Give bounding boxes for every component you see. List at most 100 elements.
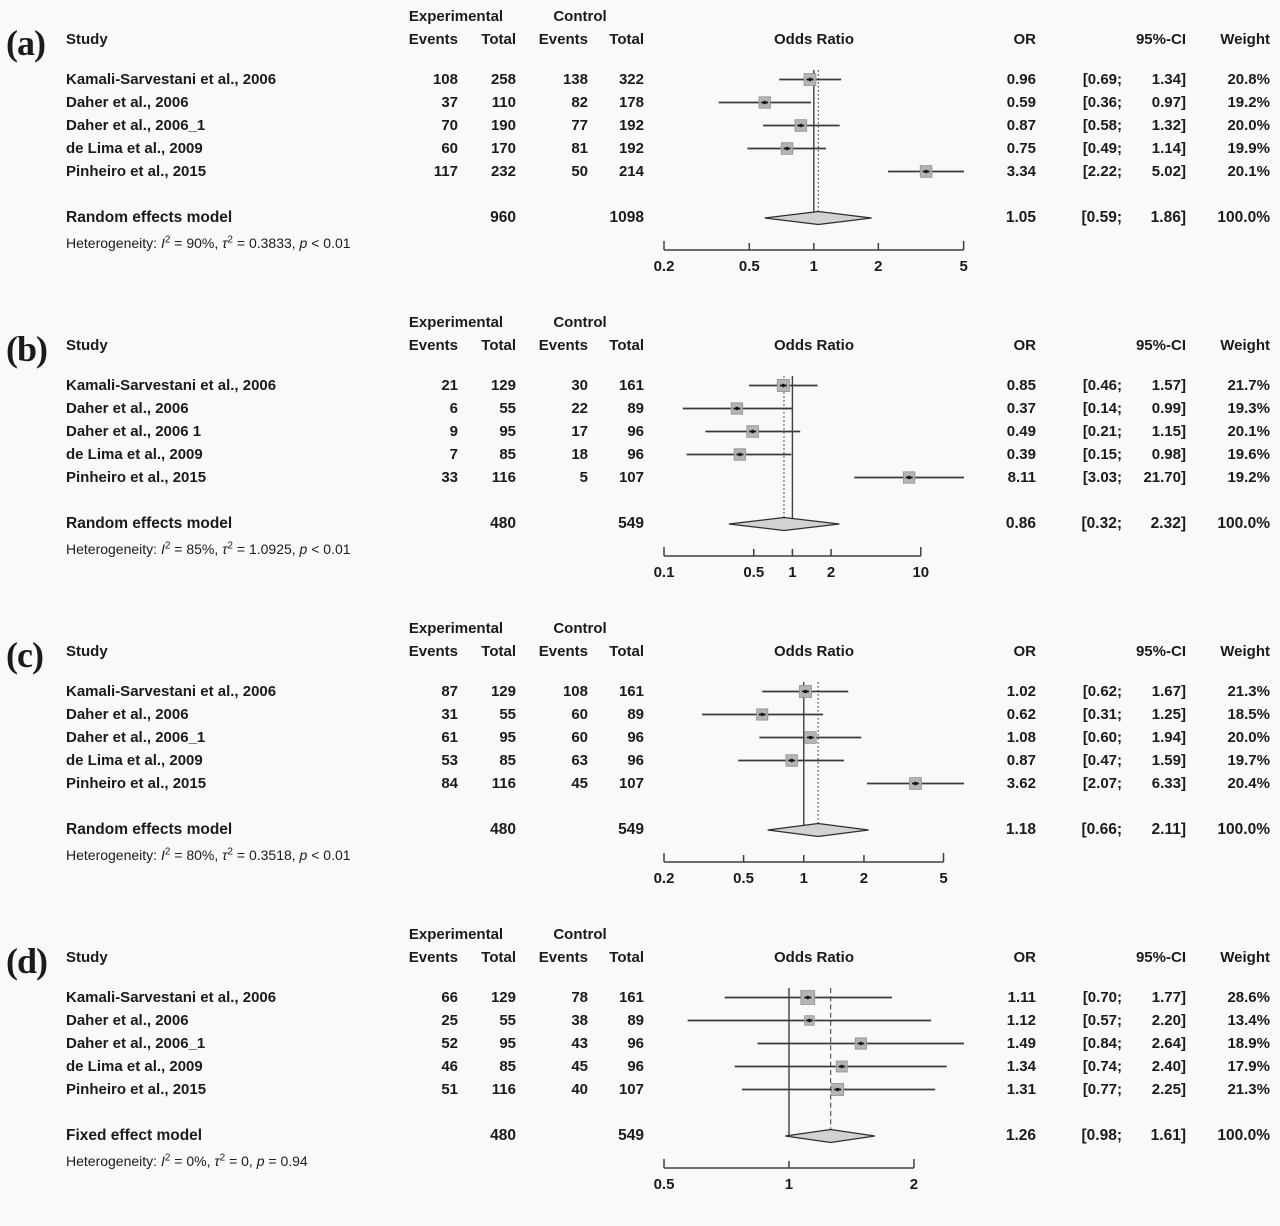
col-weight: Weight xyxy=(1220,337,1270,354)
study-name: Daher et al., 2006 xyxy=(66,706,189,723)
ctrl-events-value: 18 xyxy=(571,446,588,463)
summary-model-label: Random effects model xyxy=(66,209,233,226)
col-odds-ratio: Odds Ratio xyxy=(773,337,854,354)
forest-panel-a: (a) Experimental Control Study Events To… xyxy=(0,0,1280,306)
study-name: de Lima et al., 2009 xyxy=(66,1058,203,1075)
study-row: Daher et al., 2006_1 52 95 43 96 1.49 [0… xyxy=(8,1032,1276,1055)
weight-value: 21.3% xyxy=(1227,683,1270,700)
ci-value: [0.49; 1.14] xyxy=(1082,140,1186,157)
ctrl-total-value: 96 xyxy=(627,423,644,440)
col-ci: 95%-CI xyxy=(1135,31,1186,48)
ci-value: [0.60; 1.94] xyxy=(1082,729,1186,746)
summary-ctrl-total: 549 xyxy=(618,515,644,532)
summary-or-value: 1.26 xyxy=(1005,1127,1036,1144)
ctrl-events-value: 45 xyxy=(571,1058,588,1075)
summary-exp-total: 480 xyxy=(490,515,516,532)
study-name: Daher et al., 2006_1 xyxy=(66,1035,206,1052)
or-value: 0.75 xyxy=(1006,140,1036,157)
study-name: Kamali-Sarvestani et al., 2006 xyxy=(66,71,277,88)
col-group-experimental: Experimental xyxy=(408,926,504,943)
summary-or-value: 1.05 xyxy=(1005,209,1036,226)
summary-model-label: Random effects model xyxy=(66,515,233,532)
summary-model-label: Fixed effect model xyxy=(66,1127,203,1144)
forest-panel-c: (c) Experimental Control Study Events To… xyxy=(0,612,1280,918)
col-exp-events: Events xyxy=(408,949,458,966)
ci-value: [0.84; 2.64] xyxy=(1082,1035,1186,1052)
or-value: 1.12 xyxy=(1006,1012,1036,1029)
ctrl-total-value: 107 xyxy=(618,1081,644,1098)
ctrl-total-value: 89 xyxy=(627,400,644,417)
svg-text:0.5: 0.5 xyxy=(739,258,760,275)
exp-total-value: 55 xyxy=(499,706,516,723)
col-group-control: Control xyxy=(553,314,607,331)
ctrl-total-value: 161 xyxy=(618,377,644,394)
exp-events-value: 70 xyxy=(441,117,458,134)
study-row: Pinheiro et al., 2015 33 116 5 107 8.11 … xyxy=(8,466,1276,489)
weight-value: 18.5% xyxy=(1227,706,1270,723)
study-row: Kamali-Sarvestani et al., 2006 21 129 30… xyxy=(8,374,1276,397)
or-value: 8.11 xyxy=(1007,469,1036,486)
svg-text:2: 2 xyxy=(910,1176,918,1193)
ctrl-total-value: 96 xyxy=(627,446,644,463)
forest-panel-b: (b) Experimental Control Study Events To… xyxy=(0,306,1280,612)
ctrl-total-value: 161 xyxy=(618,989,644,1006)
ci-value: [0.58; 1.32] xyxy=(1082,117,1186,134)
exp-total-value: 85 xyxy=(499,1058,516,1075)
col-exp-events: Events xyxy=(408,31,458,48)
exp-total-value: 95 xyxy=(499,423,516,440)
exp-events-value: 117 xyxy=(433,163,458,180)
study-row: de Lima et al., 2009 7 85 18 96 0.39 [0.… xyxy=(8,443,1276,466)
panel-label: (b) xyxy=(6,329,48,369)
weight-value: 20.8% xyxy=(1227,71,1270,88)
ci-value: [0.74; 2.40] xyxy=(1082,1058,1186,1075)
ci-value: [0.57; 2.20] xyxy=(1082,1012,1186,1029)
ctrl-events-value: 30 xyxy=(571,377,588,394)
summary-weight-value: 100.0% xyxy=(1217,515,1270,532)
svg-text:1: 1 xyxy=(788,564,796,581)
summary-ctrl-total: 549 xyxy=(618,821,644,838)
summary-row: Fixed effect model 480 549 1.26 [0.98; 1… xyxy=(8,1123,1276,1149)
col-ctrl-total: Total xyxy=(609,643,644,660)
svg-text:1: 1 xyxy=(785,1176,793,1193)
svg-text:5: 5 xyxy=(959,258,967,275)
exp-total-value: 116 xyxy=(491,469,516,486)
study-row: de Lima et al., 2009 60 170 81 192 0.75 … xyxy=(8,137,1276,160)
summary-ci-value: [0.59; 1.86] xyxy=(1081,209,1187,226)
weight-value: 19.3% xyxy=(1227,400,1270,417)
col-or: OR xyxy=(1013,337,1037,354)
or-value: 0.59 xyxy=(1006,94,1036,111)
weight-value: 19.2% xyxy=(1227,469,1270,486)
or-value: 0.39 xyxy=(1006,446,1036,463)
ctrl-events-value: 5 xyxy=(579,469,588,486)
exp-total-value: 95 xyxy=(499,1035,516,1052)
study-name: Pinheiro et al., 2015 xyxy=(66,775,207,792)
summary-exp-total: 480 xyxy=(490,1127,516,1144)
summary-ci-value: [0.66; 2.11] xyxy=(1081,821,1187,838)
svg-text:0.5: 0.5 xyxy=(733,870,754,887)
summary-row: Random effects model 480 549 0.86 [0.32;… xyxy=(8,511,1276,537)
col-ctrl-events: Events xyxy=(538,337,588,354)
col-ctrl-total: Total xyxy=(609,31,644,48)
exp-events-value: 31 xyxy=(441,706,458,723)
study-name: Kamali-Sarvestani et al., 2006 xyxy=(66,683,277,700)
col-odds-ratio: Odds Ratio xyxy=(773,643,854,660)
exp-total-value: 55 xyxy=(499,1012,516,1029)
ctrl-events-value: 45 xyxy=(571,775,588,792)
study-row: Daher et al., 2006_1 70 190 77 192 0.87 … xyxy=(8,114,1276,137)
ctrl-total-value: 322 xyxy=(618,71,644,88)
exp-total-value: 85 xyxy=(499,752,516,769)
or-value: 0.85 xyxy=(1006,377,1036,394)
col-ctrl-events: Events xyxy=(538,949,588,966)
ci-value: [0.15; 0.98] xyxy=(1082,446,1186,463)
study-row: Kamali-Sarvestani et al., 2006 66 129 78… xyxy=(8,986,1276,1009)
or-value: 0.87 xyxy=(1006,752,1036,769)
heterogeneity-text: Heterogeneity: I2 = 0%, τ2 = 0, p = 0.94 xyxy=(66,1152,308,1169)
summary-exp-total: 960 xyxy=(490,209,516,226)
ci-value: [2.22; 5.02] xyxy=(1082,163,1186,180)
col-exp-events: Events xyxy=(408,643,458,660)
ci-value: [0.36; 0.97] xyxy=(1082,94,1186,111)
ctrl-events-value: 38 xyxy=(571,1012,588,1029)
col-group-control: Control xyxy=(553,8,607,25)
study-name: Pinheiro et al., 2015 xyxy=(66,163,207,180)
col-study: Study xyxy=(66,949,108,966)
